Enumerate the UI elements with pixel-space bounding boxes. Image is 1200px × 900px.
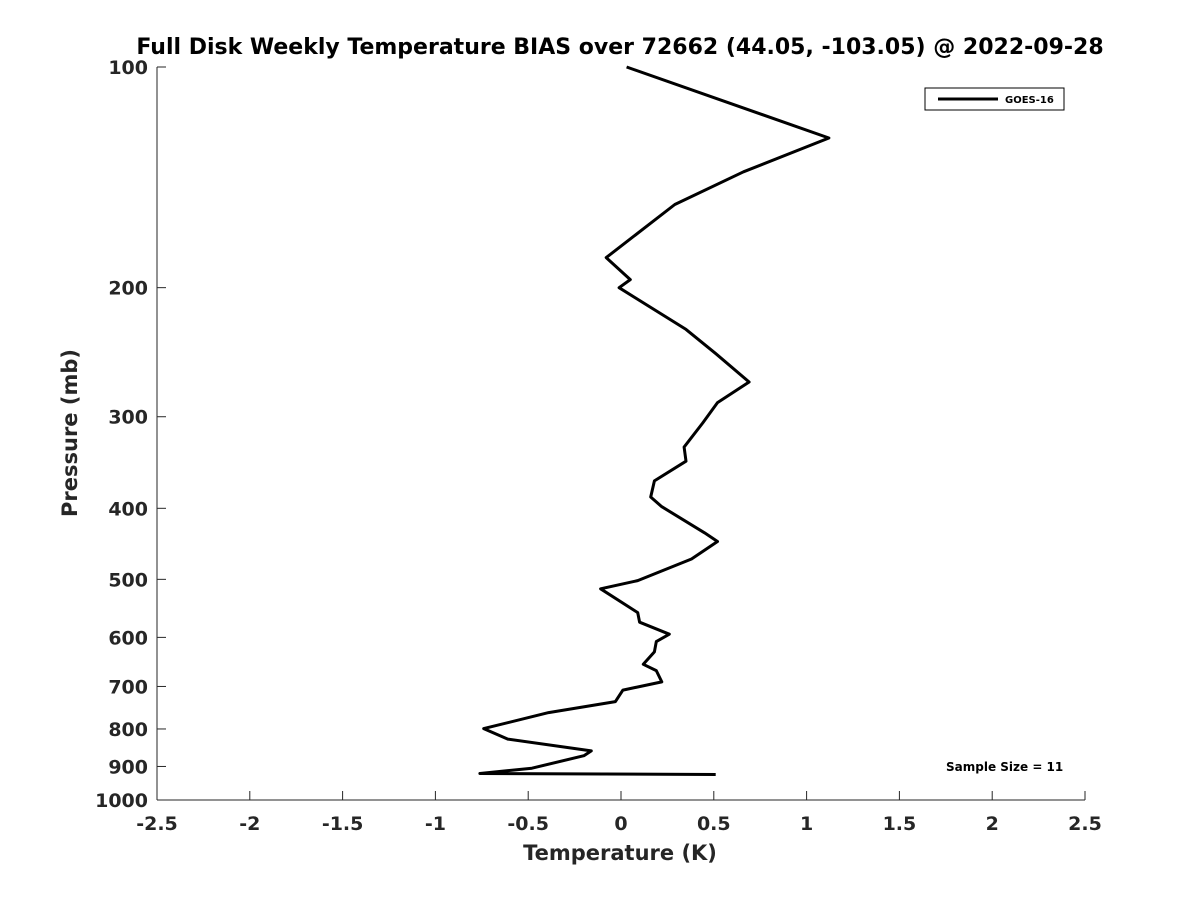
y-tick-label: 200 — [108, 278, 148, 300]
y-tick-label: 700 — [108, 676, 148, 698]
x-axis-label: Temperature (K) — [523, 841, 717, 865]
y-tick-label: 300 — [108, 407, 148, 429]
y-tick-label: 100 — [108, 57, 148, 79]
series-lines — [478, 65, 831, 776]
series-line-goes-16 — [478, 65, 831, 776]
x-tick-label: -1 — [425, 813, 446, 835]
y-tick-label: 800 — [108, 719, 148, 741]
x-tick-label: 0 — [614, 813, 627, 835]
y-tick-label: 900 — [108, 756, 148, 778]
x-tick-label: 1 — [800, 813, 813, 835]
x-tick-label: 2.5 — [1068, 813, 1102, 835]
sample-size-annotation: Sample Size = 11 — [946, 760, 1063, 774]
x-tick-label: -0.5 — [507, 813, 549, 835]
x-tick-label: -2 — [239, 813, 260, 835]
y-tick-label: 400 — [108, 498, 148, 520]
x-tick-label: -1.5 — [322, 813, 364, 835]
legend-label: GOES-16 — [1005, 95, 1054, 106]
y-tick-label: 600 — [108, 627, 148, 649]
y-tick-label: 500 — [108, 569, 148, 591]
x-tick-label: 0.5 — [697, 813, 731, 835]
x-axis-ticks: -2.5 -2 -1.5 -1 -0.5 0 0.5 1 1.5 2 2.5 — [136, 791, 1102, 835]
x-tick-label: 1.5 — [883, 813, 917, 835]
y-axis-label: Pressure (mb) — [58, 349, 82, 517]
x-tick-label: -2.5 — [136, 813, 178, 835]
y-tick-label: 1000 — [95, 790, 148, 812]
legend: GOES-16 — [924, 87, 1065, 111]
y-axis-ticks: 100 200 300 400 500 600 700 800 900 1000 — [95, 57, 166, 812]
chart-title: Full Disk Weekly Temperature BIAS over 7… — [136, 35, 1103, 60]
x-tick-label: 2 — [986, 813, 999, 835]
axes — [156, 67, 1085, 801]
